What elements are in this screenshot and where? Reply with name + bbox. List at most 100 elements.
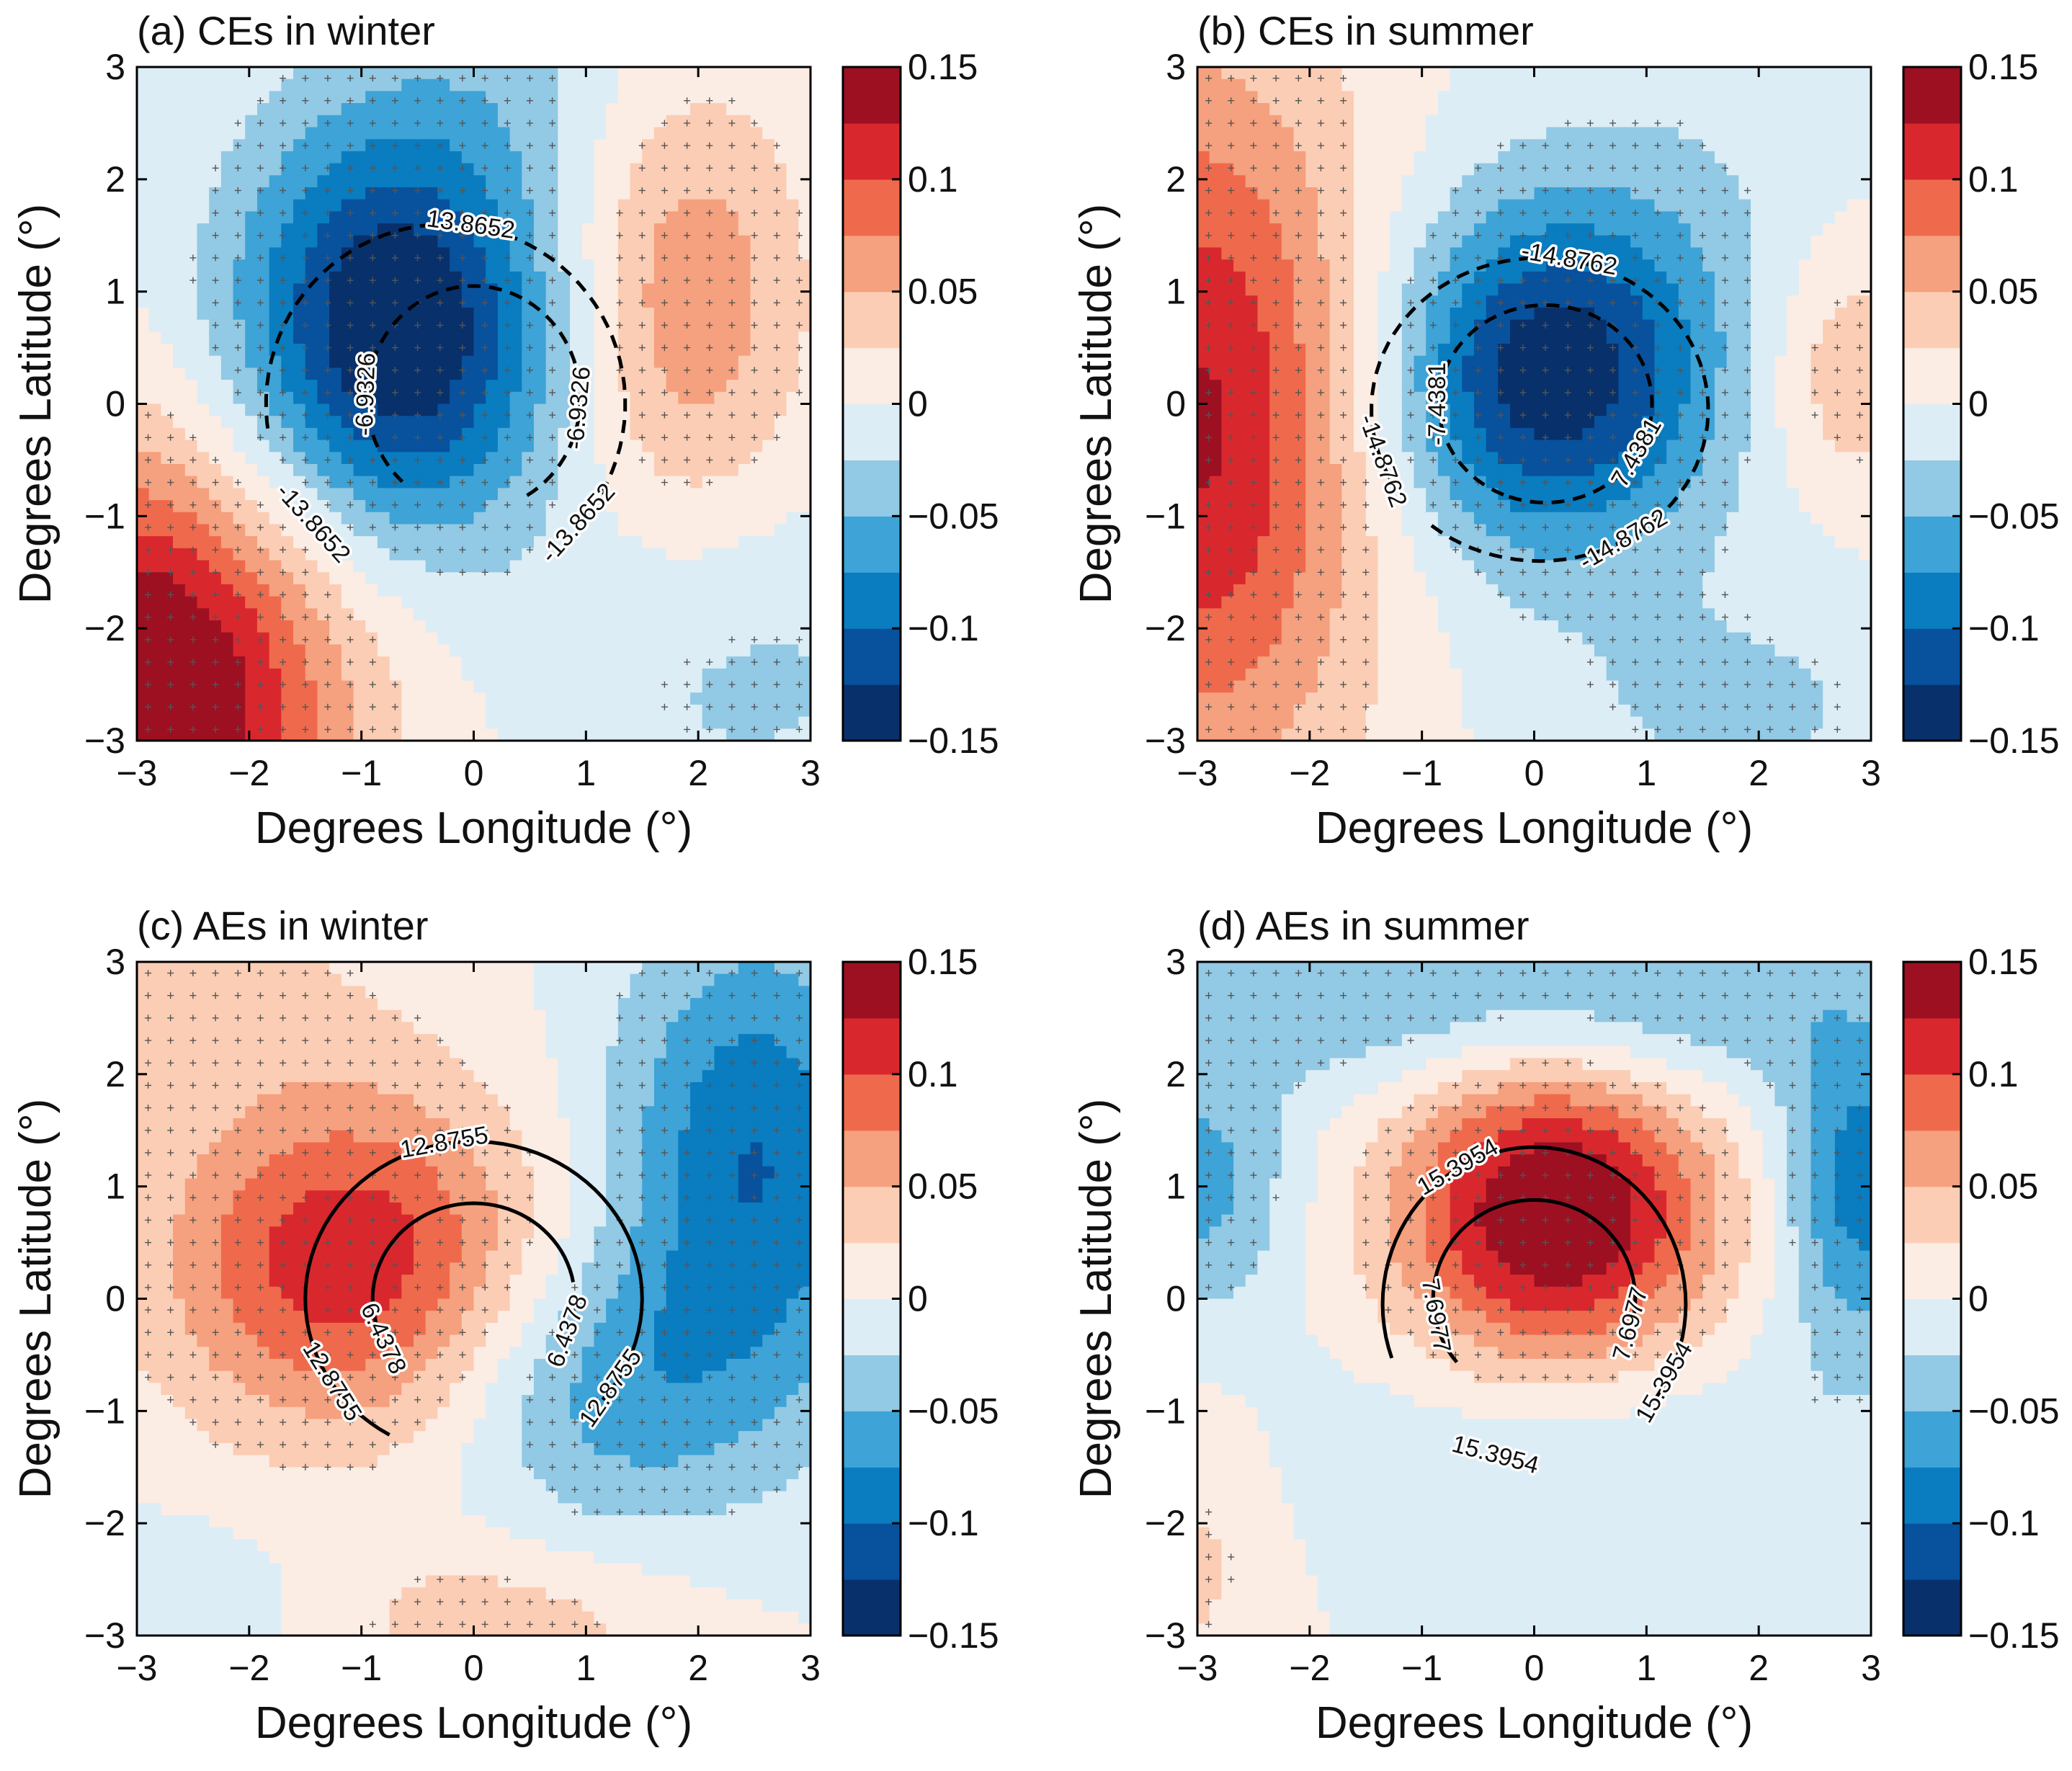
field-cell xyxy=(1257,692,1270,705)
field-cell xyxy=(414,283,427,297)
field-cell xyxy=(1257,463,1270,477)
field-cell xyxy=(437,223,450,236)
field-cell xyxy=(774,283,787,297)
field-cell xyxy=(690,416,703,429)
significance-marker xyxy=(324,75,331,82)
significance-marker xyxy=(638,456,646,463)
field-cell xyxy=(666,247,679,260)
field-cell xyxy=(233,344,246,357)
field-cell xyxy=(281,620,294,633)
field-cell xyxy=(558,139,571,152)
field-cell xyxy=(1245,427,1259,441)
field-cell xyxy=(209,79,222,92)
significance-marker xyxy=(347,456,354,463)
field-cell xyxy=(473,211,486,224)
field-cell xyxy=(1293,380,1307,393)
field-cell xyxy=(666,512,679,525)
field-cell xyxy=(341,680,354,694)
field-cell xyxy=(365,115,378,128)
field-cell xyxy=(750,608,764,621)
field-cell xyxy=(341,452,354,465)
field-cell xyxy=(173,560,186,574)
field-cell xyxy=(293,560,306,574)
field-cell xyxy=(522,187,535,200)
field-cell xyxy=(161,175,174,188)
field-cell xyxy=(341,692,354,705)
field-cell xyxy=(173,247,186,260)
field-cell xyxy=(1401,380,1415,393)
field-cell xyxy=(353,79,367,92)
field-cell xyxy=(233,584,246,597)
significance-marker xyxy=(256,210,264,217)
field-cell xyxy=(1305,704,1318,718)
field-cell xyxy=(653,163,667,177)
field-cell xyxy=(1257,680,1270,694)
field-cell xyxy=(1354,199,1367,213)
field-cell xyxy=(594,403,607,416)
significance-marker xyxy=(481,411,488,419)
field-cell xyxy=(678,187,691,200)
field-cell xyxy=(1390,391,1403,405)
field-cell xyxy=(522,283,535,297)
field-cell xyxy=(377,380,390,393)
field-cell xyxy=(377,283,390,297)
field-cell xyxy=(1401,512,1415,525)
field-cell xyxy=(558,127,571,140)
field-cell xyxy=(341,668,354,682)
field-cell xyxy=(522,463,535,477)
field-cell xyxy=(630,91,643,104)
field-cell xyxy=(1233,355,1246,369)
field-cell xyxy=(353,560,367,574)
field-cell xyxy=(666,463,679,477)
field-cell xyxy=(173,187,186,200)
colorbar-tick-label: 0 xyxy=(908,384,928,424)
significance-marker xyxy=(369,75,376,82)
field-cell xyxy=(594,247,607,260)
field-cell xyxy=(269,560,282,574)
field-cell xyxy=(630,319,643,333)
field-cell xyxy=(329,427,342,441)
field-cell xyxy=(714,620,727,633)
field-cell xyxy=(317,211,330,224)
field-cell xyxy=(1317,355,1331,369)
field-cell xyxy=(726,187,739,200)
field-cell xyxy=(414,500,427,513)
field-cell xyxy=(1221,512,1234,525)
field-cell xyxy=(473,716,486,730)
field-cell xyxy=(1257,403,1270,416)
field-cell xyxy=(774,367,787,380)
significance-marker xyxy=(526,277,533,284)
field-cell xyxy=(533,344,547,357)
significance-marker xyxy=(324,703,331,710)
significance-marker xyxy=(481,456,488,463)
field-cell xyxy=(281,163,294,177)
field-cell xyxy=(750,524,764,537)
field-cell xyxy=(148,692,162,705)
field-cell xyxy=(1317,283,1331,297)
significance-marker xyxy=(638,187,646,194)
field-cell xyxy=(461,656,475,669)
field-cell xyxy=(666,307,679,321)
field-cell xyxy=(570,235,583,249)
field-cell xyxy=(1341,500,1354,513)
field-cell xyxy=(1197,295,1210,308)
field-cell xyxy=(558,355,571,369)
field-cell xyxy=(245,572,258,585)
field-cell xyxy=(1401,716,1415,730)
field-cell xyxy=(1209,488,1223,501)
field-cell xyxy=(486,91,499,104)
field-cell xyxy=(256,103,270,116)
significance-marker xyxy=(459,120,466,127)
field-cell xyxy=(678,560,691,574)
field-cell xyxy=(197,632,210,646)
field-cell xyxy=(365,199,378,213)
field-cell xyxy=(533,644,547,657)
field-cell xyxy=(666,440,679,453)
significance-marker xyxy=(391,142,398,149)
field-cell xyxy=(245,271,258,285)
field-cell xyxy=(1305,403,1318,416)
field-cell xyxy=(401,103,414,116)
field-cell xyxy=(558,391,571,405)
field-cell xyxy=(329,307,342,321)
field-cell xyxy=(1329,692,1343,705)
